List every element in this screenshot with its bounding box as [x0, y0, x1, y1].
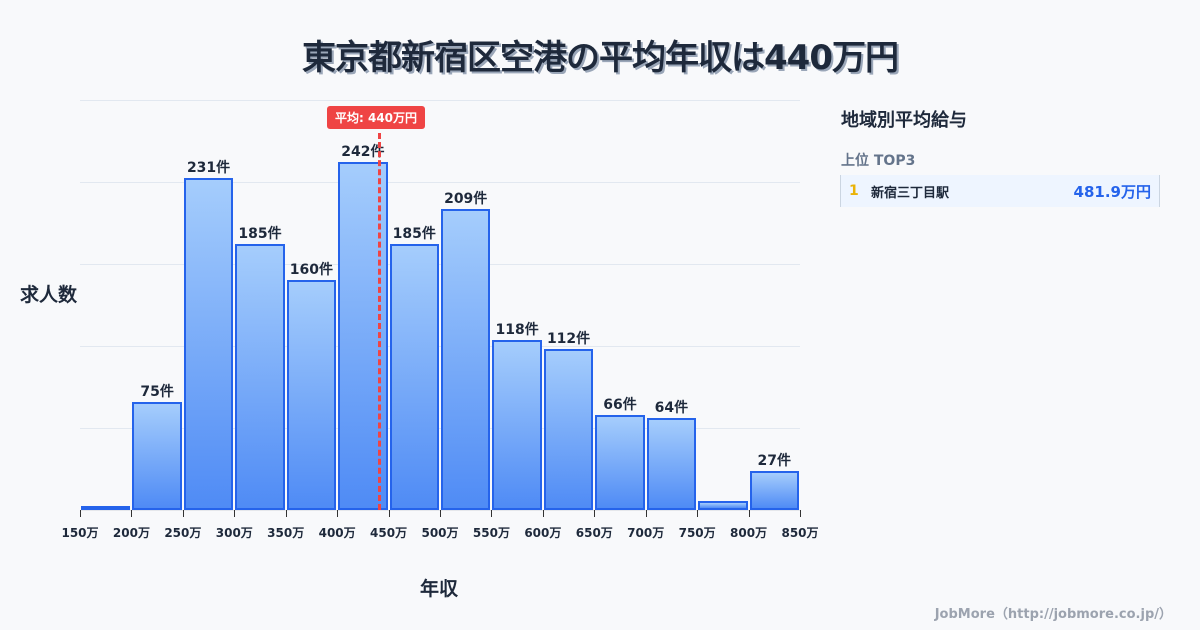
- x-tick-label: 700万: [627, 526, 665, 540]
- gridline: [80, 182, 800, 183]
- gridline: [80, 100, 800, 101]
- x-tick: [800, 510, 801, 517]
- x-tick: [542, 510, 544, 517]
- x-tick-label: 750万: [678, 526, 716, 540]
- x-tick-label: 150万: [61, 526, 99, 540]
- x-tick-label: 850万: [781, 526, 819, 540]
- footer-credit: JobMore（http://jobmore.co.jp/）: [934, 607, 1172, 622]
- histogram-bar: [543, 348, 594, 510]
- histogram-bar: [595, 415, 645, 510]
- bar-count-label: 160件: [289, 261, 334, 278]
- bar-count-label: 27件: [757, 453, 792, 470]
- histogram-bar: [441, 209, 491, 510]
- regional-salary-title: 地域別平均給与: [841, 110, 967, 131]
- x-tick: [80, 510, 81, 517]
- x-tick: [645, 510, 647, 517]
- histogram-bar: [183, 177, 234, 510]
- x-tick-label: 350万: [267, 526, 305, 540]
- x-tick-label: 250万: [164, 526, 202, 540]
- bar-count-label: 209件: [444, 191, 488, 208]
- rank-salary-value: 481.9万円: [1073, 182, 1151, 201]
- x-tick: [491, 510, 493, 517]
- bar-count-label: 242件: [341, 143, 385, 160]
- y-axis-label: 求人数: [20, 284, 78, 306]
- x-tick: [182, 510, 184, 517]
- histogram-bar: [389, 243, 439, 510]
- bar-count-label: 66件: [603, 397, 637, 414]
- x-tick-label: 800万: [730, 526, 768, 540]
- x-tick-label: 650万: [575, 526, 613, 540]
- histogram-bar: [698, 501, 748, 510]
- x-tick-label: 400万: [318, 526, 356, 540]
- x-tick: [337, 510, 339, 517]
- x-tick-label: 450万: [370, 526, 408, 540]
- x-tick-label: 550万: [472, 526, 510, 540]
- top3-subtitle: 上位 TOP3: [841, 153, 916, 169]
- average-badge: 平均: 440万円: [327, 106, 426, 129]
- ranking-row: 1 新宿三丁目駅 481.9万円: [840, 175, 1160, 207]
- rank-station-name: 新宿三丁目駅: [871, 185, 950, 201]
- bar-count-label: 185件: [238, 225, 282, 242]
- rank-number: 1: [849, 183, 859, 199]
- x-tick-label: 500万: [421, 526, 459, 540]
- bar-count-label: 118件: [495, 322, 539, 339]
- x-tick: [285, 510, 287, 517]
- x-tick-label: 600万: [524, 526, 562, 540]
- gridline: [80, 346, 800, 347]
- x-axis-label: 年収: [420, 578, 459, 600]
- bar-count-label: 185件: [392, 225, 436, 242]
- gridline: [80, 428, 800, 429]
- histogram-bar: [81, 506, 131, 510]
- x-tick: [234, 510, 236, 517]
- x-tick: [594, 510, 596, 517]
- x-tick: [697, 510, 699, 517]
- x-tick: [131, 510, 133, 517]
- histogram-bar: [646, 417, 697, 510]
- bar-count-label: 75件: [140, 384, 174, 401]
- page-title: 東京都新宿区空港の平均年収は440万円: [302, 38, 899, 78]
- x-tick-label: 300万: [215, 526, 253, 540]
- gridline: [80, 264, 800, 265]
- bar-count-label: 112件: [546, 330, 591, 347]
- histogram-bar: [235, 243, 285, 510]
- x-tick-label: 200万: [112, 526, 150, 540]
- histogram-bar: [132, 402, 182, 510]
- histogram-plot: 75件 231件 185件 160件 242件 185件 209件 118件 112件 66件 64…: [80, 100, 800, 511]
- bar-count-label: 64件: [654, 399, 689, 416]
- histogram-bar: [749, 471, 799, 510]
- histogram-bar: [286, 279, 337, 510]
- bar-count-label: 231件: [186, 159, 231, 176]
- x-tick: [440, 510, 441, 517]
- x-tick: [388, 510, 390, 517]
- histogram-bar: [492, 340, 542, 510]
- average-line: [378, 133, 381, 510]
- x-tick: [748, 510, 750, 517]
